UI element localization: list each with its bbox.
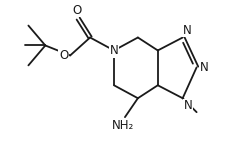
Text: O: O [59,49,68,62]
Text: N: N [110,44,118,57]
Text: O: O [73,4,82,17]
Text: N: N [183,23,191,37]
Text: N: N [200,61,208,74]
Text: NH₂: NH₂ [112,119,134,132]
Text: N: N [184,99,192,112]
